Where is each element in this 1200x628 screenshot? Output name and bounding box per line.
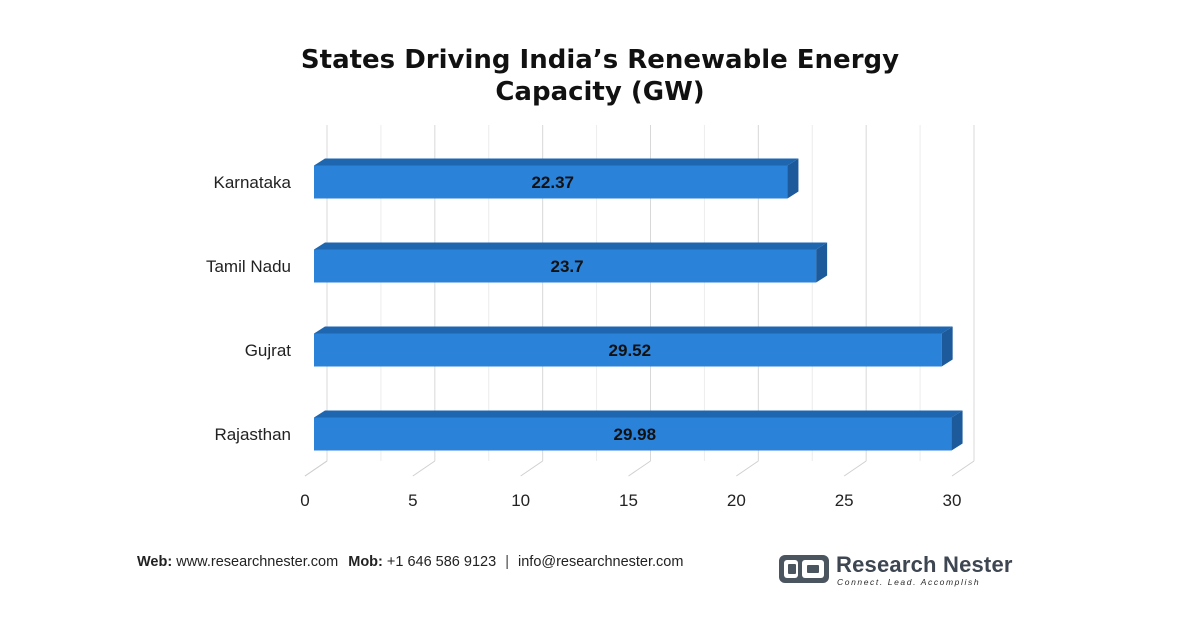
category-label: Gujrat (245, 341, 292, 360)
bar-data-label: 22.37 (531, 173, 574, 192)
footer-separator: | (505, 554, 509, 570)
logo-tagline: Connect. Lead. Accomplish (837, 577, 981, 587)
email-link[interactable]: info@researchnester.com (518, 554, 684, 570)
x-tick-labels: 0 5 10 15 20 25 30 (300, 491, 961, 510)
floor-edge (304, 460, 328, 477)
bar-side-face (816, 242, 828, 283)
floor-gridline (843, 460, 867, 477)
bar-data-label: 29.52 (609, 341, 652, 360)
bar-top-face (314, 326, 953, 334)
x-tick-label: 30 (943, 491, 962, 510)
x-tick-label: 0 (300, 491, 309, 510)
bar-side-face (941, 326, 953, 367)
chart-title: States Driving India’s Renewable Energy … (0, 44, 1200, 108)
x-tick-label: 15 (619, 491, 638, 510)
bar (314, 417, 952, 451)
category-label: Karnataka (214, 173, 292, 192)
chart-title-line-2: Capacity (GW) (495, 77, 705, 107)
mob-number: +1 646 586 9123 (386, 554, 497, 570)
bar-data-label: 23.7 (551, 257, 584, 276)
floor-gridline (520, 460, 543, 477)
floor-gridline (736, 460, 759, 477)
floor-gridline (628, 460, 651, 477)
bar (314, 249, 817, 283)
footer-contact: Web: www.researchnester.com Mob: +1 646 … (137, 554, 683, 570)
category-label: Tamil Nadu (206, 257, 291, 276)
logo-name: Research Nester (836, 552, 1013, 577)
bar-top-face (314, 242, 828, 250)
category-label: Rajasthan (214, 425, 291, 444)
web-label: Web: (137, 554, 173, 570)
x-tick-label: 25 (835, 491, 854, 510)
bar (314, 333, 942, 367)
bar-top-face (314, 158, 799, 166)
bar-side-face (951, 410, 963, 451)
x-tick-label: 10 (511, 491, 530, 510)
floor-gridline (412, 460, 436, 477)
x-tick-label: 20 (727, 491, 746, 510)
bar-data-label: 29.98 (614, 425, 657, 444)
category-labels: Karnataka Tamil Nadu Gujrat Rajasthan (206, 173, 292, 444)
x-tick-label: 5 (408, 491, 417, 510)
research-nester-logo-icon (779, 555, 829, 583)
chart-title-line-1: States Driving India’s Renewable Energy (300, 45, 900, 75)
floor-gridline (951, 460, 975, 477)
bars: 22.37 23.7 29.52 29.98 (314, 158, 963, 451)
web-link[interactable]: www.researchnester.com (176, 554, 339, 570)
bar (314, 165, 788, 199)
bar-top-face (314, 410, 963, 418)
bar-side-face (787, 158, 799, 199)
mob-label: Mob: (348, 554, 383, 570)
